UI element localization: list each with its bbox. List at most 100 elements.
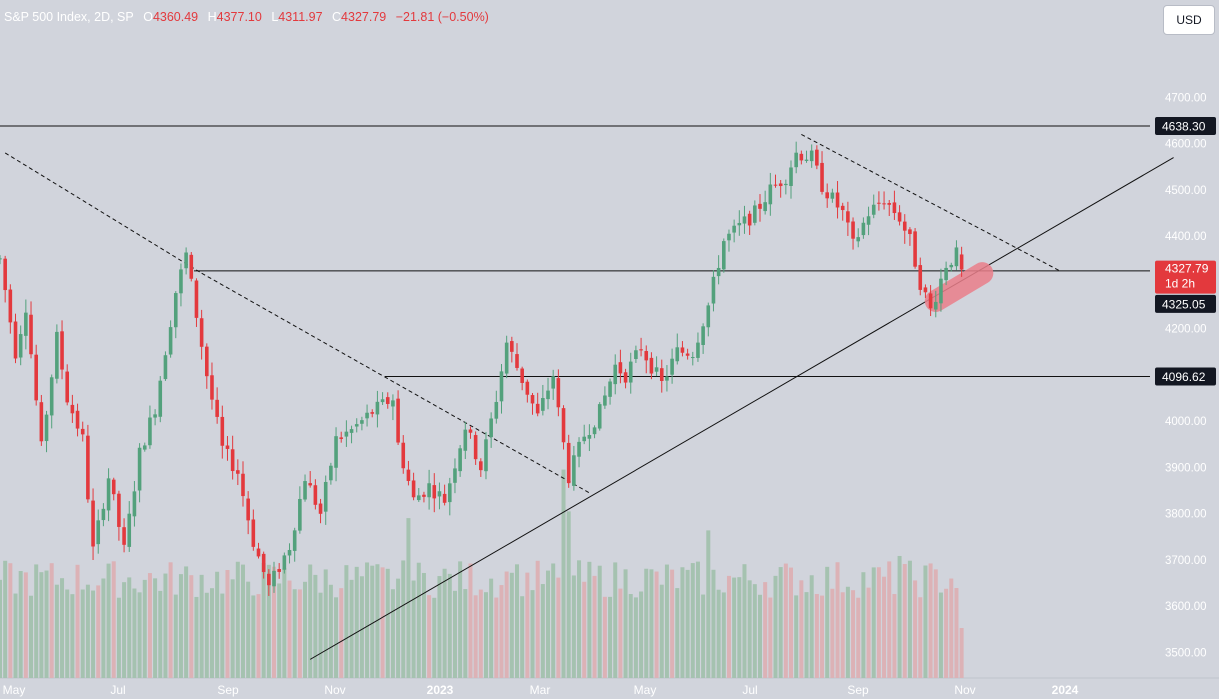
volume-bar <box>432 597 437 678</box>
candle-body <box>628 361 633 383</box>
candle-body <box>292 530 297 551</box>
volume-bar <box>204 592 209 678</box>
volume-bar <box>463 589 468 678</box>
candle-body <box>401 442 406 469</box>
low-label: L <box>271 10 279 24</box>
volume-bar <box>416 562 421 678</box>
candle-body <box>173 293 178 328</box>
x-tick-label: May <box>634 683 657 697</box>
volume-bar <box>809 575 814 678</box>
volume-bar <box>711 569 716 678</box>
volume-bar <box>390 589 395 678</box>
candle-body <box>866 216 871 225</box>
candle-body <box>789 167 793 186</box>
x-tick-label: Nov <box>324 683 345 697</box>
volume-bar <box>318 592 323 678</box>
candle-body <box>530 395 535 404</box>
volume-bar <box>494 597 499 678</box>
candle-body <box>101 508 106 521</box>
volume-bar <box>902 563 907 678</box>
volume-bar <box>840 592 845 678</box>
volume-bar <box>447 573 452 678</box>
symbol-label: S&P 500 Index, 2D, SP <box>4 10 134 24</box>
volume-bar <box>29 595 34 678</box>
candle-body <box>913 231 917 267</box>
volume-bar <box>272 566 277 678</box>
volume-bar <box>546 570 551 678</box>
candle-body <box>391 400 395 407</box>
volume-bar <box>623 569 628 678</box>
volume-bar <box>515 564 519 678</box>
volume-bar <box>618 588 623 678</box>
candle-body <box>851 221 855 239</box>
candle-body <box>908 229 912 235</box>
volume-bar <box>851 590 856 678</box>
x-tick-label: 2023 <box>427 683 454 697</box>
volume-bar <box>778 567 783 678</box>
volume-bar <box>794 595 799 678</box>
x-tick-label: Sep <box>847 683 869 697</box>
x-tick-label: Jul <box>110 683 125 697</box>
candle-body <box>758 203 762 209</box>
volume-bar <box>706 530 711 678</box>
volume-bar <box>783 563 788 678</box>
volume-bar <box>85 584 90 678</box>
volume-bar <box>938 592 943 678</box>
candle-body <box>840 205 845 211</box>
volume-bar <box>933 569 938 678</box>
volume-bar <box>396 578 401 678</box>
candle-body <box>649 357 654 374</box>
level-price-label: 4638.30 <box>1162 119 1206 133</box>
candle-body <box>871 204 876 215</box>
volume-bar <box>256 594 261 678</box>
volume-bar <box>328 584 333 678</box>
candle-body <box>763 202 767 212</box>
volume-bar <box>473 595 478 678</box>
open-value: 4360.49 <box>152 10 199 24</box>
currency-button[interactable]: USD <box>1163 5 1215 35</box>
volume-bar <box>406 518 411 678</box>
dashed-trendline <box>801 133 1061 272</box>
volume-bar <box>551 563 556 678</box>
volume-bar <box>8 563 13 678</box>
candle-body <box>215 399 219 417</box>
volume-bar <box>235 561 240 678</box>
volume-bar <box>75 564 80 678</box>
candle-body <box>551 376 555 389</box>
volume-bar <box>670 569 675 678</box>
rising-trendline <box>309 157 1174 660</box>
candle-body <box>825 192 829 199</box>
volume-bar <box>489 578 494 678</box>
volume-bar <box>132 588 137 678</box>
volume-bar <box>820 595 825 678</box>
volume-bar <box>158 590 163 678</box>
low-value: 4311.97 <box>278 10 323 24</box>
change-value: −21.81 (−0.50%) <box>395 10 489 24</box>
volume-bar <box>747 580 752 678</box>
candle-body <box>949 264 954 268</box>
open-label: O <box>143 10 153 24</box>
volume-bar <box>540 584 545 678</box>
candle-body <box>34 354 38 401</box>
y-tick-label: 3800.00 <box>1165 509 1207 521</box>
level-price-label: 4096.62 <box>1162 370 1206 384</box>
volume-bar <box>954 588 959 678</box>
high-label: H <box>207 10 217 24</box>
candle-body <box>344 431 349 437</box>
candle-body <box>897 212 902 222</box>
candle-body <box>277 569 281 572</box>
candle-body <box>489 418 493 438</box>
volume-bar <box>101 578 106 678</box>
volume-bar <box>251 595 256 678</box>
candle-body <box>375 401 380 415</box>
volume-bar <box>215 571 220 678</box>
x-tick-label: Jul <box>742 683 757 697</box>
volume-bar <box>349 579 354 678</box>
price-axis-panel <box>1154 0 1219 699</box>
volume-bar <box>297 589 302 678</box>
volume-bar <box>452 590 457 678</box>
volume-bar <box>721 592 726 678</box>
candle-body <box>349 429 354 433</box>
volume-bar <box>763 582 768 678</box>
